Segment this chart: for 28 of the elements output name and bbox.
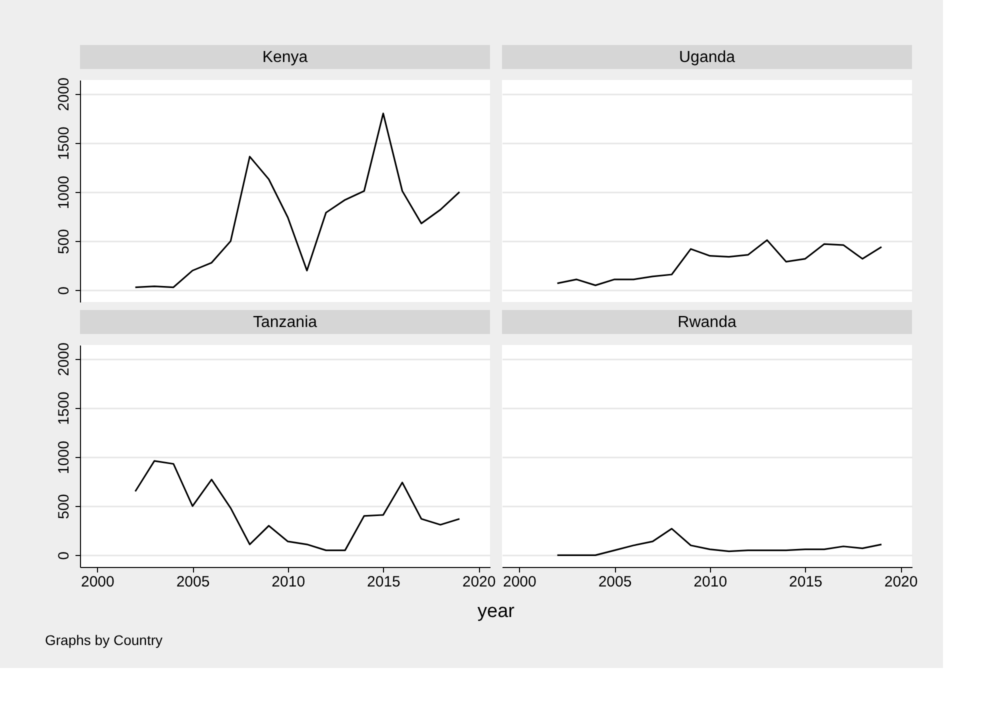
text: Graphs by Country (45, 632, 162, 648)
y-tick-label: 0 (56, 286, 72, 295)
x-tick-label: 2005 (598, 574, 632, 590)
y-tick-label: 500 (56, 494, 72, 520)
x-axis-title: year (478, 601, 516, 622)
y-tick-label: 1000 (56, 176, 72, 210)
x-tick-label: 2015 (367, 574, 400, 590)
chart-title: Uganda (678, 49, 736, 66)
x-tick-label: 2010 (272, 574, 306, 590)
y-tick-label: 1000 (56, 440, 72, 474)
x-tick-label: 2000 (80, 574, 114, 590)
x-tick-label: 2005 (176, 574, 210, 590)
y-tick-label: 1500 (56, 126, 72, 160)
y-tick-label: 2000 (56, 342, 72, 376)
y-tick-label: 500 (56, 229, 72, 254)
x-tick-label: 2020 (462, 574, 496, 590)
chart-title: Tanzania (252, 314, 318, 331)
y-tick-label: 2000 (56, 78, 72, 111)
y-tick-label: 0 (56, 552, 72, 560)
x-tick-label: 2015 (789, 574, 822, 590)
x-tick-label: 2000 (502, 574, 536, 590)
line-series (134, 460, 460, 552)
x-tick-label: 2010 (694, 574, 728, 590)
chart-title: Rwanda (678, 314, 736, 331)
chart-title: Kenya (262, 49, 308, 66)
y-tick-label: 1500 (56, 392, 72, 426)
x-tick-label: 2020 (884, 574, 918, 590)
line-series (134, 112, 460, 288)
